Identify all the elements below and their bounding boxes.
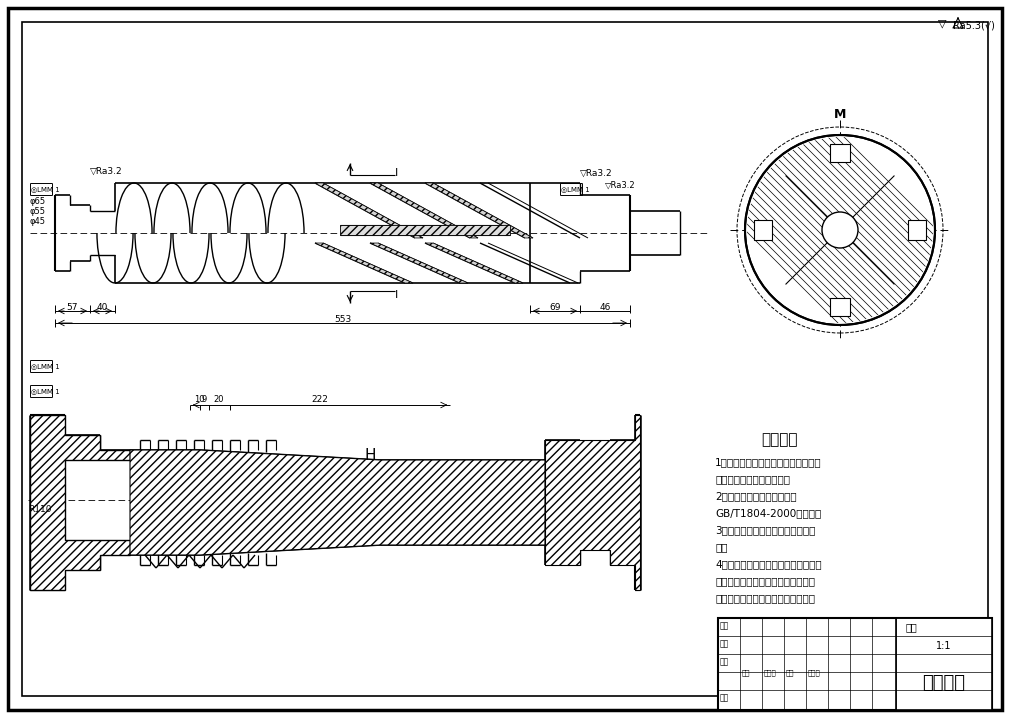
Text: 10: 10 xyxy=(194,396,204,404)
Circle shape xyxy=(822,212,858,248)
Bar xyxy=(896,618,992,710)
Text: 工艺: 工艺 xyxy=(720,694,729,702)
Polygon shape xyxy=(340,225,510,235)
Polygon shape xyxy=(315,183,423,238)
Text: 校对: 校对 xyxy=(720,640,729,648)
Polygon shape xyxy=(315,243,413,283)
Text: 4、所有需要进行涂装的钢铁制件表面: 4、所有需要进行涂装的钢铁制件表面 xyxy=(715,559,821,569)
Text: 9: 9 xyxy=(202,396,207,404)
Polygon shape xyxy=(908,220,926,240)
Text: M: M xyxy=(834,108,846,121)
Polygon shape xyxy=(425,243,523,283)
Polygon shape xyxy=(754,220,772,240)
Text: 69: 69 xyxy=(549,302,561,312)
Text: Ra5.3(√): Ra5.3(√) xyxy=(953,21,995,31)
Text: R110: R110 xyxy=(28,505,52,515)
Text: 单位: 单位 xyxy=(906,622,918,632)
Text: 1:1: 1:1 xyxy=(936,641,951,651)
Text: 57: 57 xyxy=(67,302,78,312)
Text: 2、未注线性尺寸公差应符合: 2、未注线性尺寸公差应符合 xyxy=(715,491,797,501)
Text: GB/T1804-2000的要求。: GB/T1804-2000的要求。 xyxy=(715,508,821,518)
Text: 20: 20 xyxy=(213,396,223,404)
Text: ▽Ra3.2: ▽Ra3.2 xyxy=(90,167,122,175)
Text: 在涂漆前，必须将铁锈、氧化皮、油: 在涂漆前，必须将铁锈、氧化皮、油 xyxy=(715,576,815,586)
Text: ◎LMM 1: ◎LMM 1 xyxy=(31,186,60,192)
Text: 222: 222 xyxy=(311,396,328,404)
Text: ▽Ra3.2: ▽Ra3.2 xyxy=(580,169,613,177)
Text: φ55: φ55 xyxy=(30,207,46,215)
Text: ◎LMM 1: ◎LMM 1 xyxy=(31,388,60,394)
Text: 伤等损伤零件表面的缺陷。: 伤等损伤零件表面的缺陷。 xyxy=(715,474,790,484)
Text: 审核: 审核 xyxy=(720,658,729,666)
Text: ◎LMM 1: ◎LMM 1 xyxy=(31,363,60,369)
Text: 签名: 签名 xyxy=(786,670,795,676)
Text: 技术要求: 技术要求 xyxy=(762,432,798,447)
Polygon shape xyxy=(545,415,640,590)
Text: 边。: 边。 xyxy=(715,542,727,552)
Text: 碾米滚筒: 碾米滚筒 xyxy=(922,674,966,692)
Bar xyxy=(718,618,992,710)
Circle shape xyxy=(745,135,935,325)
Text: 年月日: 年月日 xyxy=(808,670,821,676)
Polygon shape xyxy=(830,298,850,316)
Text: H: H xyxy=(365,447,376,462)
Text: ◎LMM 1: ◎LMM 1 xyxy=(561,186,590,192)
Text: φ65: φ65 xyxy=(30,197,46,205)
Text: 脂、灰尘、泥土、盐和污物等除去。: 脂、灰尘、泥土、盐和污物等除去。 xyxy=(715,593,815,603)
Polygon shape xyxy=(30,415,130,590)
Text: 46: 46 xyxy=(599,302,611,312)
Text: 年月日: 年月日 xyxy=(764,670,777,676)
Text: φ45: φ45 xyxy=(30,217,46,225)
Text: ▽: ▽ xyxy=(937,18,946,28)
Text: 姓名: 姓名 xyxy=(742,670,750,676)
Text: Ⅰ: Ⅰ xyxy=(395,290,398,300)
Polygon shape xyxy=(425,183,533,238)
Text: 40: 40 xyxy=(97,302,108,312)
Polygon shape xyxy=(370,183,478,238)
Text: 1、零件加工表面上，不应有划痕、擦: 1、零件加工表面上，不应有划痕、擦 xyxy=(715,457,821,467)
Text: 553: 553 xyxy=(334,314,351,324)
Polygon shape xyxy=(130,450,545,555)
Text: 设计: 设计 xyxy=(720,622,729,630)
Polygon shape xyxy=(830,144,850,162)
Polygon shape xyxy=(370,243,468,283)
Text: ▽Ra3.2: ▽Ra3.2 xyxy=(605,180,635,190)
Text: Ⅰ: Ⅰ xyxy=(395,168,398,178)
Text: 3、加工后的零件不允许有毛刺、飞: 3、加工后的零件不允许有毛刺、飞 xyxy=(715,525,815,535)
